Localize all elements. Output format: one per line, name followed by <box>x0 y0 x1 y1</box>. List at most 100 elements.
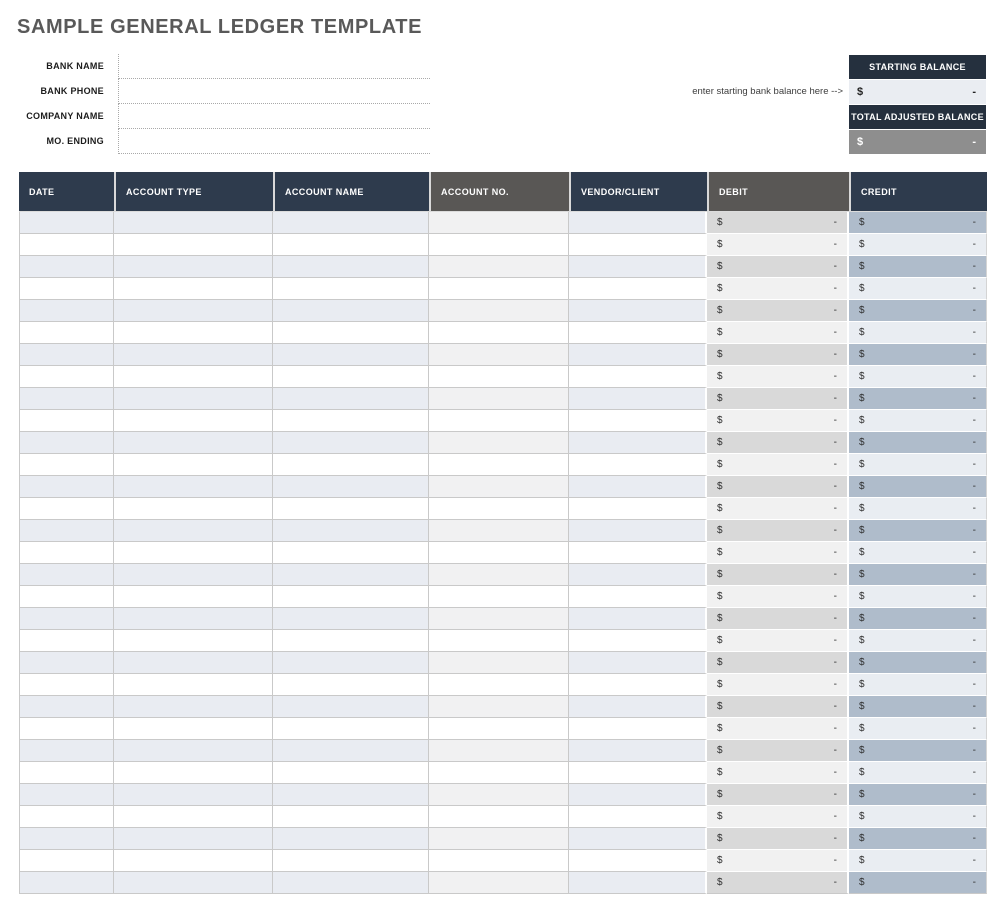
cell-vendor-client[interactable] <box>569 828 707 850</box>
cell-account-name[interactable] <box>273 344 429 366</box>
cell-date[interactable] <box>19 344 114 366</box>
cell-vendor-client[interactable] <box>569 850 707 872</box>
cell-date[interactable] <box>19 806 114 828</box>
cell-account-name[interactable] <box>273 674 429 696</box>
cell-date[interactable] <box>19 300 114 322</box>
cell-vendor-client[interactable] <box>569 542 707 564</box>
cell-account-type[interactable] <box>114 388 273 410</box>
cell-account-type[interactable] <box>114 652 273 674</box>
cell-account-type[interactable] <box>114 300 273 322</box>
cell-date[interactable] <box>19 454 114 476</box>
cell-date[interactable] <box>19 850 114 872</box>
cell-account-no[interactable] <box>429 498 569 520</box>
cell-vendor-client[interactable] <box>569 454 707 476</box>
cell-account-name[interactable] <box>273 696 429 718</box>
cell-credit[interactable]: $ - <box>849 476 987 498</box>
cell-credit[interactable]: $ - <box>849 322 987 344</box>
cell-account-no[interactable] <box>429 674 569 696</box>
cell-account-no[interactable] <box>429 828 569 850</box>
cell-date[interactable] <box>19 322 114 344</box>
cell-date[interactable] <box>19 674 114 696</box>
cell-debit[interactable]: $ - <box>707 388 849 410</box>
cell-date[interactable] <box>19 410 114 432</box>
cell-date[interactable] <box>19 630 114 652</box>
cell-account-no[interactable] <box>429 718 569 740</box>
cell-account-no[interactable] <box>429 630 569 652</box>
cell-account-name[interactable] <box>273 234 429 256</box>
cell-vendor-client[interactable] <box>569 278 707 300</box>
cell-credit[interactable]: $ - <box>849 388 987 410</box>
cell-account-name[interactable] <box>273 828 429 850</box>
cell-account-type[interactable] <box>114 278 273 300</box>
mo-ending-input[interactable] <box>118 129 430 154</box>
cell-account-type[interactable] <box>114 542 273 564</box>
cell-vendor-client[interactable] <box>569 652 707 674</box>
cell-vendor-client[interactable] <box>569 476 707 498</box>
cell-account-type[interactable] <box>114 784 273 806</box>
cell-account-name[interactable] <box>273 366 429 388</box>
cell-credit[interactable]: $ - <box>849 674 987 696</box>
cell-account-name[interactable] <box>273 278 429 300</box>
cell-account-type[interactable] <box>114 762 273 784</box>
cell-account-no[interactable] <box>429 608 569 630</box>
cell-account-name[interactable] <box>273 498 429 520</box>
cell-debit[interactable]: $ - <box>707 608 849 630</box>
cell-account-no[interactable] <box>429 234 569 256</box>
cell-account-type[interactable] <box>114 520 273 542</box>
bank-phone-input[interactable] <box>118 79 430 104</box>
cell-vendor-client[interactable] <box>569 300 707 322</box>
cell-date[interactable] <box>19 432 114 454</box>
cell-account-type[interactable] <box>114 608 273 630</box>
cell-account-no[interactable] <box>429 212 569 234</box>
cell-account-no[interactable] <box>429 344 569 366</box>
cell-date[interactable] <box>19 872 114 894</box>
cell-account-no[interactable] <box>429 366 569 388</box>
cell-date[interactable] <box>19 762 114 784</box>
cell-account-type[interactable] <box>114 564 273 586</box>
cell-account-type[interactable] <box>114 828 273 850</box>
cell-debit[interactable]: $ - <box>707 256 849 278</box>
cell-account-name[interactable] <box>273 322 429 344</box>
cell-credit[interactable]: $ - <box>849 300 987 322</box>
cell-account-name[interactable] <box>273 410 429 432</box>
cell-vendor-client[interactable] <box>569 696 707 718</box>
cell-account-name[interactable] <box>273 784 429 806</box>
cell-debit[interactable]: $ - <box>707 366 849 388</box>
cell-credit[interactable]: $ - <box>849 762 987 784</box>
cell-account-no[interactable] <box>429 740 569 762</box>
cell-vendor-client[interactable] <box>569 630 707 652</box>
cell-date[interactable] <box>19 586 114 608</box>
cell-vendor-client[interactable] <box>569 498 707 520</box>
cell-account-no[interactable] <box>429 278 569 300</box>
cell-debit[interactable]: $ - <box>707 586 849 608</box>
cell-account-type[interactable] <box>114 322 273 344</box>
cell-account-type[interactable] <box>114 872 273 894</box>
cell-account-type[interactable] <box>114 366 273 388</box>
cell-vendor-client[interactable] <box>569 586 707 608</box>
cell-debit[interactable]: $ - <box>707 674 849 696</box>
cell-debit[interactable]: $ - <box>707 432 849 454</box>
cell-account-type[interactable] <box>114 344 273 366</box>
cell-vendor-client[interactable] <box>569 212 707 234</box>
cell-credit[interactable]: $ - <box>849 410 987 432</box>
cell-account-type[interactable] <box>114 850 273 872</box>
cell-account-type[interactable] <box>114 454 273 476</box>
cell-account-no[interactable] <box>429 542 569 564</box>
cell-vendor-client[interactable] <box>569 718 707 740</box>
cell-account-type[interactable] <box>114 718 273 740</box>
cell-date[interactable] <box>19 696 114 718</box>
cell-debit[interactable]: $ - <box>707 300 849 322</box>
cell-account-name[interactable] <box>273 652 429 674</box>
cell-debit[interactable]: $ - <box>707 784 849 806</box>
cell-date[interactable] <box>19 718 114 740</box>
cell-vendor-client[interactable] <box>569 608 707 630</box>
cell-date[interactable] <box>19 476 114 498</box>
cell-debit[interactable]: $ - <box>707 410 849 432</box>
cell-account-name[interactable] <box>273 762 429 784</box>
cell-credit[interactable]: $ - <box>849 520 987 542</box>
cell-credit[interactable]: $ - <box>849 366 987 388</box>
cell-vendor-client[interactable] <box>569 762 707 784</box>
cell-account-no[interactable] <box>429 696 569 718</box>
cell-debit[interactable]: $ - <box>707 850 849 872</box>
cell-vendor-client[interactable] <box>569 784 707 806</box>
